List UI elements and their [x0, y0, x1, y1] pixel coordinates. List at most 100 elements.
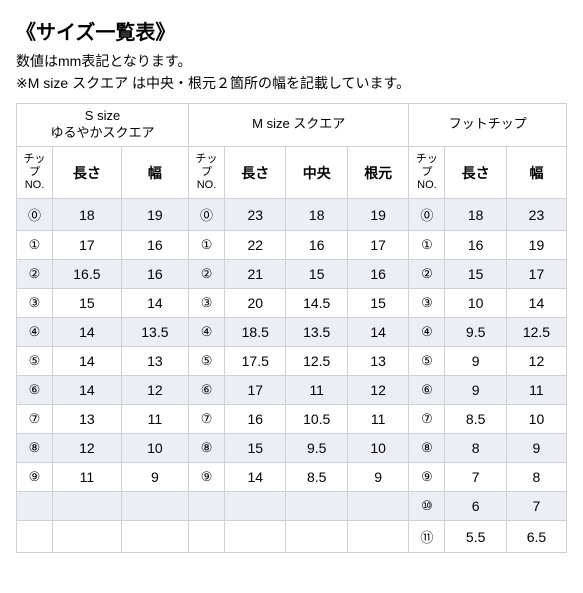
value-cell [286, 492, 347, 521]
table-row: ⑨119⑨148.59⑨78 [17, 463, 567, 492]
value-cell: 10 [506, 405, 566, 434]
value-cell: 7 [506, 492, 566, 521]
value-cell: 21 [225, 260, 286, 289]
value-cell: 15 [286, 260, 347, 289]
value-cell: 16 [121, 231, 188, 260]
value-cell: 19 [347, 199, 408, 231]
chip-cell: ⑨ [189, 463, 225, 492]
value-cell [225, 521, 286, 553]
table-row: ⓪1819⓪231819⓪1823 [17, 199, 567, 231]
value-cell: 13 [347, 347, 408, 376]
value-cell: 17 [225, 376, 286, 405]
chip-cell: ② [409, 260, 445, 289]
value-cell: 9.5 [286, 434, 347, 463]
value-cell: 9.5 [445, 318, 506, 347]
group-f: フットチップ [409, 104, 567, 147]
value-cell: 14.5 [286, 289, 347, 318]
value-cell: 14 [225, 463, 286, 492]
group-s: S size ゆるやかスクエア [17, 104, 189, 147]
value-cell: 11 [506, 376, 566, 405]
chip-cell: ③ [189, 289, 225, 318]
col-length-s: 長さ [53, 146, 122, 199]
value-cell: 10.5 [286, 405, 347, 434]
value-cell: 23 [225, 199, 286, 231]
value-cell: 14 [121, 289, 188, 318]
chip-cell [189, 521, 225, 553]
value-cell: 11 [347, 405, 408, 434]
table-row: ⑤1413⑤17.512.513⑤912 [17, 347, 567, 376]
value-cell: 9 [121, 463, 188, 492]
col-length-m: 長さ [225, 146, 286, 199]
chip-cell: ⑧ [189, 434, 225, 463]
value-cell: 9 [347, 463, 408, 492]
value-cell: 6 [445, 492, 506, 521]
value-cell [53, 492, 122, 521]
value-cell: 13.5 [286, 318, 347, 347]
chip-cell: ⑥ [189, 376, 225, 405]
value-cell: 18 [53, 199, 122, 231]
value-cell: 14 [53, 376, 122, 405]
col-root-m: 根元 [347, 146, 408, 199]
chip-cell: ④ [189, 318, 225, 347]
value-cell: 12 [506, 347, 566, 376]
chip-cell: ⑦ [17, 405, 53, 434]
page-title: 《サイズ一覧表》 [16, 16, 567, 45]
chip-cell: ③ [17, 289, 53, 318]
value-cell: 13 [53, 405, 122, 434]
table-row: ①1716①221617①1619 [17, 231, 567, 260]
value-cell: 15 [445, 260, 506, 289]
chip-cell: ④ [409, 318, 445, 347]
column-header-row: チップ NO. 長さ 幅 チップ NO. 長さ 中央 根元 チップ NO. 長さ… [17, 146, 567, 199]
table-row: ⑦1311⑦1610.511⑦8.510 [17, 405, 567, 434]
value-cell: 8.5 [286, 463, 347, 492]
col-chip-s: チップ NO. [17, 146, 53, 199]
group-s-line2: ゆるやかスクエア [51, 125, 155, 140]
value-cell: 8.5 [445, 405, 506, 434]
chip-cell [17, 521, 53, 553]
chip-cell: ⑩ [409, 492, 445, 521]
note-text: ※M size スクエア は中央・根元２箇所の幅を記載しています。 [16, 73, 567, 93]
value-cell: 23 [506, 199, 566, 231]
value-cell: 13.5 [121, 318, 188, 347]
table-row: ②16.516②211516②1517 [17, 260, 567, 289]
value-cell: 15 [225, 434, 286, 463]
value-cell: 16 [225, 405, 286, 434]
value-cell: 17.5 [225, 347, 286, 376]
value-cell: 16.5 [53, 260, 122, 289]
value-cell: 14 [53, 318, 122, 347]
value-cell: 18.5 [225, 318, 286, 347]
value-cell: 16 [286, 231, 347, 260]
value-cell: 6.5 [506, 521, 566, 553]
chip-cell: ⑧ [17, 434, 53, 463]
value-cell: 7 [445, 463, 506, 492]
table-row: ⑪5.56.5 [17, 521, 567, 553]
value-cell: 16 [347, 260, 408, 289]
value-cell: 11 [286, 376, 347, 405]
chip-cell: ⓪ [189, 199, 225, 231]
chip-cell: ⓪ [17, 199, 53, 231]
chip-cell: ⑦ [409, 405, 445, 434]
value-cell: 9 [445, 347, 506, 376]
table-row: ⑧1210⑧159.510⑧89 [17, 434, 567, 463]
value-cell: 22 [225, 231, 286, 260]
chip-cell: ③ [409, 289, 445, 318]
table-row: ⑩67 [17, 492, 567, 521]
value-cell [121, 521, 188, 553]
chip-cell: ① [409, 231, 445, 260]
value-cell: 19 [506, 231, 566, 260]
value-cell [347, 521, 408, 553]
chip-cell: ① [17, 231, 53, 260]
chip-cell: ⑥ [17, 376, 53, 405]
value-cell: 17 [347, 231, 408, 260]
col-chip-f: チップ NO. [409, 146, 445, 199]
value-cell [286, 521, 347, 553]
value-cell: 16 [121, 260, 188, 289]
value-cell [225, 492, 286, 521]
table-row: ③1514③2014.515③1014 [17, 289, 567, 318]
value-cell: 5.5 [445, 521, 506, 553]
chip-cell: ② [17, 260, 53, 289]
chip-cell: ⑥ [409, 376, 445, 405]
group-f-line1: フットチップ [449, 116, 527, 131]
value-cell: 9 [445, 376, 506, 405]
value-cell: 17 [506, 260, 566, 289]
